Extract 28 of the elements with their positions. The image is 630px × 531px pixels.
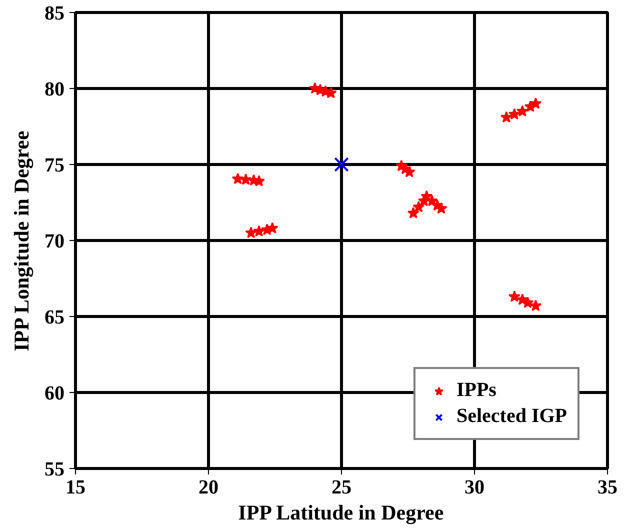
y-tick-label: 85: [44, 2, 64, 24]
point: [245, 226, 258, 238]
x-tick-label: 20: [198, 476, 218, 498]
y-tick-label: 75: [44, 154, 64, 176]
y-tick-label: 70: [44, 230, 64, 252]
point: [530, 300, 542, 312]
point: [407, 206, 420, 218]
x-tick-label: 30: [464, 476, 484, 498]
y-tick-label: 60: [44, 382, 64, 404]
point: [253, 225, 266, 237]
legend-label: Selected IGP: [456, 405, 567, 428]
y-tick-label: 80: [44, 78, 64, 100]
x-tick-label: 15: [66, 476, 86, 498]
point: [334, 157, 349, 172]
point: [232, 172, 244, 184]
point: [530, 97, 542, 109]
point: [508, 108, 520, 120]
x-tick-label: 35: [598, 476, 618, 498]
y-tick-label: 65: [44, 306, 64, 328]
y-tick-label: 55: [44, 458, 64, 480]
x-tick-label: 25: [332, 476, 352, 498]
x-axis-title: IPP Latitude in Degree: [238, 500, 444, 524]
point: [516, 105, 528, 116]
point: [508, 290, 520, 302]
point: [412, 200, 425, 212]
point: [500, 111, 512, 123]
y-axis-title: IPP Longitude in Degree: [10, 130, 34, 352]
legend-label: IPPs: [456, 379, 496, 402]
